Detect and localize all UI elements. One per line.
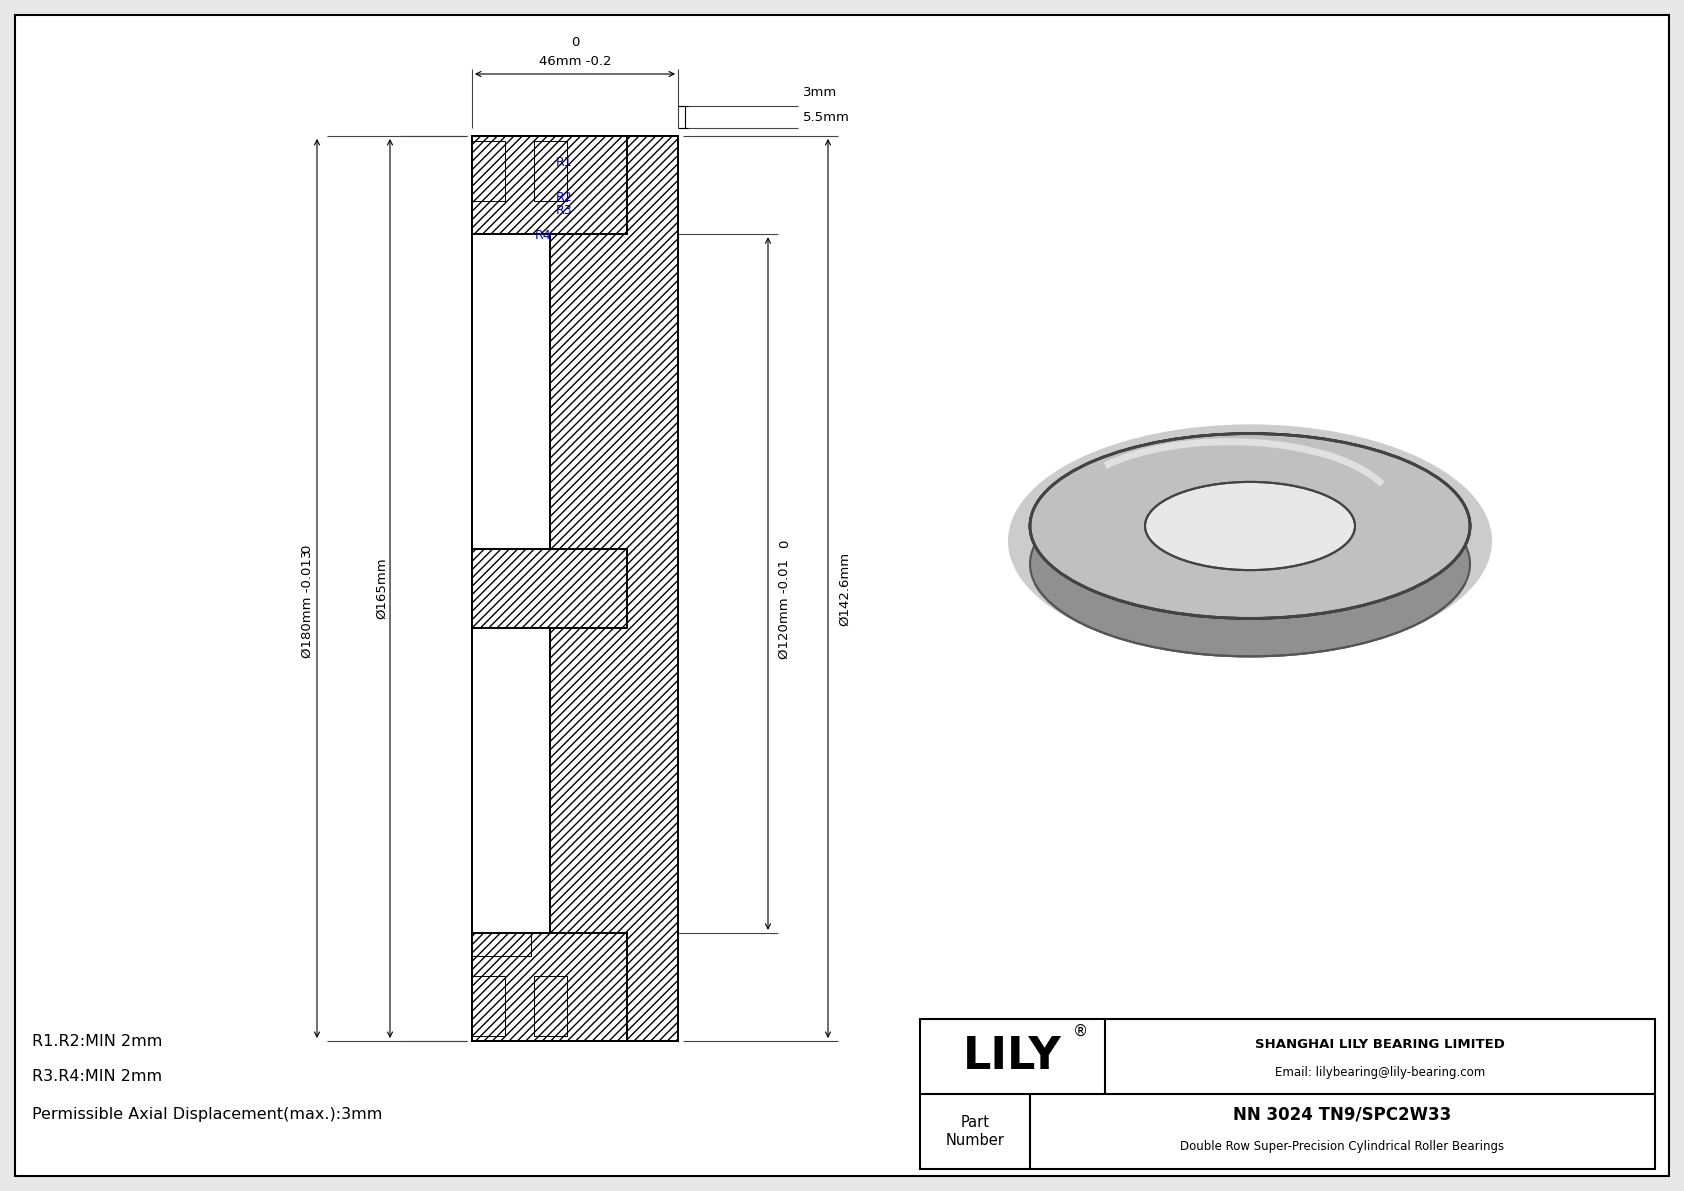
Text: 46mm -0.2: 46mm -0.2 — [539, 55, 611, 68]
Ellipse shape — [1145, 482, 1356, 570]
Bar — [472, 142, 505, 201]
Text: Email: lilybearing@lily-bearing.com: Email: lilybearing@lily-bearing.com — [1275, 1066, 1485, 1079]
Text: LILY: LILY — [963, 1035, 1063, 1078]
Bar — [534, 142, 566, 201]
Text: R4: R4 — [534, 230, 551, 243]
Bar — [472, 136, 626, 235]
Bar — [472, 235, 549, 549]
Text: 0: 0 — [778, 540, 791, 548]
Ellipse shape — [1031, 434, 1470, 618]
Bar — [472, 933, 530, 955]
Bar — [472, 933, 530, 955]
Ellipse shape — [1031, 434, 1470, 618]
Text: 3mm: 3mm — [803, 86, 837, 99]
Ellipse shape — [1009, 424, 1492, 657]
Bar — [534, 977, 566, 1036]
Ellipse shape — [1145, 520, 1356, 609]
Text: Ø165mm: Ø165mm — [376, 557, 389, 619]
Ellipse shape — [1031, 472, 1470, 656]
Text: R1: R1 — [556, 156, 573, 169]
Bar — [472, 977, 505, 1036]
Text: Part
Number: Part Number — [945, 1115, 1004, 1148]
Bar — [472, 933, 626, 1041]
Text: R3.R4:MIN 2mm: R3.R4:MIN 2mm — [32, 1070, 162, 1084]
Ellipse shape — [1145, 482, 1356, 570]
Bar — [534, 142, 566, 201]
Text: 5.5mm: 5.5mm — [803, 111, 850, 124]
Bar — [472, 136, 626, 1041]
Bar — [919, 1019, 1655, 1170]
Text: Ø142.6mm: Ø142.6mm — [839, 551, 850, 625]
Text: Double Row Super-Precision Cylindrical Roller Bearings: Double Row Super-Precision Cylindrical R… — [1180, 1140, 1504, 1153]
Text: ®: ® — [1073, 1024, 1088, 1039]
Ellipse shape — [1145, 482, 1356, 570]
Bar — [549, 136, 679, 1041]
Text: NN 3024 TN9/SPC2W33: NN 3024 TN9/SPC2W33 — [1233, 1105, 1452, 1123]
Text: R3: R3 — [556, 205, 573, 218]
Bar — [472, 628, 549, 933]
Bar — [534, 977, 566, 1036]
Ellipse shape — [1031, 434, 1470, 618]
Text: 0: 0 — [571, 36, 579, 49]
Bar — [472, 549, 626, 628]
Text: Permissible Axial Displacement(max.):3mm: Permissible Axial Displacement(max.):3mm — [32, 1106, 382, 1122]
Bar — [472, 136, 626, 235]
Bar — [549, 136, 679, 1041]
Text: R1.R2:MIN 2mm: R1.R2:MIN 2mm — [32, 1034, 162, 1049]
Text: 0: 0 — [300, 544, 313, 553]
Text: Ø180mm -0.013: Ø180mm -0.013 — [300, 549, 313, 657]
Text: Ø120mm -0.01: Ø120mm -0.01 — [778, 559, 791, 659]
Bar — [472, 549, 626, 628]
Bar — [472, 142, 505, 201]
Bar — [472, 933, 626, 1041]
Bar — [472, 977, 505, 1036]
Text: SHANGHAI LILY BEARING LIMITED: SHANGHAI LILY BEARING LIMITED — [1255, 1039, 1505, 1050]
Text: R2: R2 — [556, 191, 573, 204]
